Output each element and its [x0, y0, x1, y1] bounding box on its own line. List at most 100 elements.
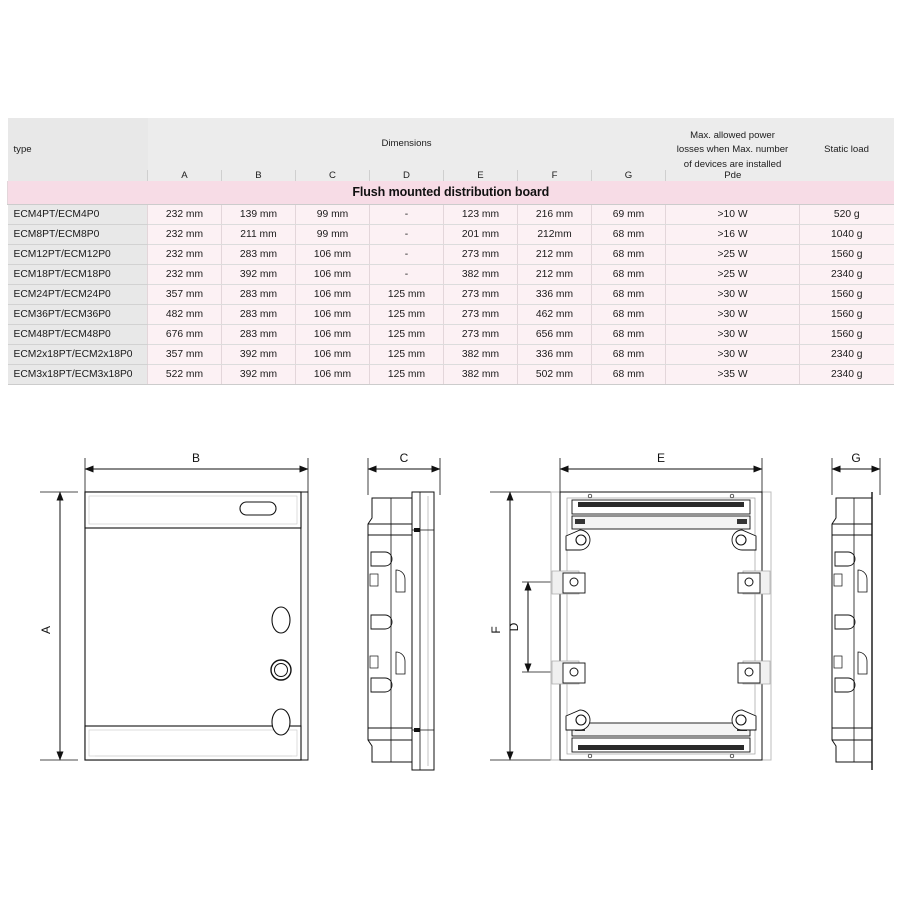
table-title-band: Flush mounted distribution board	[6, 181, 894, 206]
header-power-losses-line-2: losses when Max. number	[676, 144, 789, 156]
row-cell-c: 106 mm	[295, 304, 370, 326]
technical-drawings: B A	[0, 440, 900, 785]
row-cell-d: 125 mm	[369, 364, 444, 386]
header-row-letters: A B C D E F G Pde	[8, 170, 894, 182]
table-row: ECM12PT/ECM12P0 232 mm 283 mm 106 mm -273 mm…	[7, 244, 894, 266]
table-title: Flush mounted distribution board	[6, 181, 894, 206]
row-cell-b: 392 mm	[221, 264, 296, 286]
row-type-cell: ECM36PT/ECM36P0	[7, 304, 148, 326]
side-profile	[367, 491, 435, 771]
row-cell-pde: >16 W	[665, 224, 800, 246]
row-cell-a: 232 mm	[147, 204, 222, 226]
side-view: C	[367, 451, 441, 771]
row-cell-g: 68 mm	[590, 264, 666, 286]
row-cell-c: 106 mm	[295, 264, 370, 286]
row-cell-pde: >25 W	[665, 264, 800, 286]
header-power-losses-line-1: Max. allowed power	[690, 130, 775, 142]
row-cell-f: 462 mm	[517, 304, 592, 326]
front-view: B A	[39, 451, 309, 761]
specification-table: Flush mounted distribution board type Di…	[6, 118, 894, 386]
row-cell-e: 382 mm	[443, 264, 518, 286]
row-cell-g: 68 mm	[590, 304, 666, 326]
row-cell-g: 68 mm	[590, 364, 666, 386]
row-cell-d: -	[369, 224, 444, 246]
drawings-svg: B A	[39, 451, 881, 771]
row-cell-a: 232 mm	[147, 244, 222, 266]
row-cell-a: 357 mm	[147, 344, 222, 366]
hinge-lower-icon	[271, 708, 291, 736]
row-type-cell: ECM12PT/ECM12P0	[7, 244, 148, 266]
row-cell-e: 273 mm	[443, 324, 518, 346]
header-dim-b: B	[221, 170, 296, 182]
row-type-cell: ECM8PT/ECM8P0	[7, 224, 148, 246]
row-cell-static_load: 1560 g	[799, 304, 894, 326]
row-cell-d: 125 mm	[369, 304, 444, 326]
row-type-cell: ECM2x18PT/ECM2x18P0	[7, 344, 148, 366]
header-power-losses-line-3: of devices are installed	[683, 158, 782, 170]
row-cell-pde: >25 W	[665, 244, 800, 266]
table-row: ECM24PT/ECM24P0 357 mm 283 mm 106 mm 125 mm 2…	[7, 284, 894, 306]
row-type-cell: ECM24PT/ECM24P0	[7, 284, 148, 306]
row-cell-f: 502 mm	[517, 364, 592, 386]
table-title-row: Flush mounted distribution board	[6, 181, 894, 206]
row-cell-d: -	[369, 244, 444, 266]
row-cell-static_load: 1560 g	[799, 284, 894, 306]
dim-label-e: E	[657, 451, 665, 465]
dimension-e: E	[559, 451, 763, 495]
row-cell-d: 125 mm	[369, 284, 444, 306]
row-cell-g: 68 mm	[590, 224, 666, 246]
row-cell-e: 273 mm	[443, 284, 518, 306]
header-dim-e: E	[443, 170, 518, 182]
dimension-a: A	[39, 491, 78, 761]
row-cell-e: 382 mm	[443, 364, 518, 386]
table-row: ECM36PT/ECM36P0 482 mm 283 mm 106 mm 125 mm 2…	[7, 304, 894, 326]
table-header: type Dimensions Max. allowed power losse…	[7, 118, 894, 182]
dim-label-a: A	[39, 626, 53, 634]
row-cell-b: 392 mm	[221, 364, 296, 386]
row-cell-d: -	[369, 264, 444, 286]
row-cell-b: 392 mm	[221, 344, 296, 366]
row-cell-b: 283 mm	[221, 324, 296, 346]
dimension-c: C	[367, 451, 441, 495]
row-cell-a: 357 mm	[147, 284, 222, 306]
table-row: ECM8PT/ECM8P0 232 mm 211 mm 99 mm -201 mm 212…	[7, 224, 894, 246]
specification-table-container: Flush mounted distribution board type Di…	[6, 118, 894, 386]
table-row: ECM18PT/ECM18P0 232 mm 392 mm 106 mm -382 mm…	[7, 264, 894, 286]
dim-label-g: G	[851, 451, 860, 465]
corner-latches	[565, 529, 757, 731]
lock-inner-icon	[274, 663, 288, 677]
row-cell-g: 68 mm	[590, 324, 666, 346]
row-cell-c: 106 mm	[295, 344, 370, 366]
row-cell-c: 106 mm	[295, 364, 370, 386]
row-cell-static_load: 2340 g	[799, 264, 894, 286]
dimension-f: F	[489, 491, 556, 761]
row-cell-g: 68 mm	[590, 284, 666, 306]
row-cell-d: -	[369, 204, 444, 226]
row-cell-f: 212 mm	[517, 244, 592, 266]
table-body: ECM4PT/ECM4P0 232 mm 139 mm 99 mm -123 mm 216…	[7, 204, 894, 386]
row-cell-f: 216 mm	[517, 204, 592, 226]
row-cell-c: 106 mm	[295, 244, 370, 266]
row-cell-a: 482 mm	[147, 304, 222, 326]
row-type-cell: ECM3x18PT/ECM3x18P0	[7, 364, 148, 386]
row-cell-b: 139 mm	[221, 204, 296, 226]
right-view: G	[831, 451, 881, 770]
dimension-b: B	[84, 451, 309, 495]
row-cell-d: 125 mm	[369, 324, 444, 346]
row-cell-static_load: 1560 g	[799, 324, 894, 346]
row-cell-pde: >30 W	[665, 344, 800, 366]
header-dim-f: F	[517, 170, 592, 182]
row-cell-e: 123 mm	[443, 204, 518, 226]
header-dim-a: A	[147, 170, 222, 182]
row-cell-c: 106 mm	[295, 284, 370, 306]
header-power-losses: Max. allowed power losses when Max. numb…	[665, 118, 800, 170]
table-row: ECM48PT/ECM48P0 676 mm 283 mm 106 mm 125 mm 2…	[7, 324, 894, 346]
table-row: ECM4PT/ECM4P0 232 mm 139 mm 99 mm -123 mm 216…	[7, 204, 894, 226]
header-row-main: type Dimensions Max. allowed power losse…	[7, 118, 894, 182]
row-cell-b: 283 mm	[221, 244, 296, 266]
row-cell-pde: >30 W	[665, 324, 800, 346]
dimension-g: G	[831, 451, 881, 495]
dim-label-f: F	[489, 626, 503, 633]
dim-label-d: D	[507, 622, 521, 631]
row-cell-static_load: 1560 g	[799, 244, 894, 266]
